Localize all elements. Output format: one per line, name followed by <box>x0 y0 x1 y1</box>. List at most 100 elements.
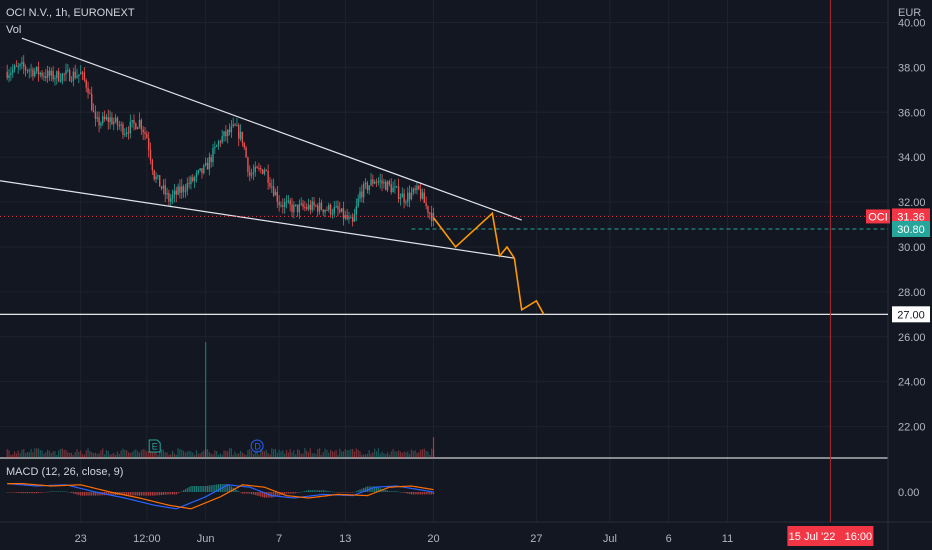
volume-bar <box>227 451 229 458</box>
candle-body <box>282 205 284 207</box>
volume-bar <box>21 449 23 458</box>
candle-body <box>271 186 273 188</box>
volume-bar <box>210 453 212 458</box>
volume-bar <box>357 449 359 458</box>
price-tick-label: 40.00 <box>898 17 926 29</box>
volume-spike <box>205 342 207 458</box>
volume-bar <box>184 452 187 458</box>
volume-bar <box>74 452 76 458</box>
trendline-upper[interactable] <box>21 37 522 221</box>
volume-bar <box>102 448 104 458</box>
trendlines[interactable] <box>0 37 522 259</box>
candle-body <box>74 71 76 78</box>
candle-body <box>78 74 80 76</box>
candle-body <box>98 117 100 126</box>
time-tick-label: 11 <box>722 533 733 545</box>
volume-bar <box>416 452 418 458</box>
volume-bar <box>43 453 45 458</box>
macd-histogram-bar <box>409 492 411 494</box>
macd-histogram-bar <box>140 492 142 496</box>
candle-body <box>243 142 245 148</box>
candle-body <box>177 186 179 195</box>
macd-histogram-bar <box>28 492 30 494</box>
macd-histogram-bar <box>328 491 330 492</box>
volume-bar <box>164 452 166 458</box>
volume-bar <box>348 450 350 458</box>
volume-legend[interactable]: Vol <box>6 24 21 36</box>
macd-histogram-bar <box>113 492 115 495</box>
candle-body <box>72 71 75 81</box>
macd-histogram-bar <box>256 492 258 496</box>
candle-body <box>179 186 181 193</box>
volume-bar <box>91 452 93 458</box>
candle-body <box>129 121 132 134</box>
macd-histogram-bar <box>289 492 291 494</box>
volume-bar <box>166 452 168 458</box>
volume-bar <box>173 453 176 458</box>
candle-body <box>170 198 172 202</box>
volume-bar <box>138 452 141 458</box>
time-tick-label: 12:00 <box>133 533 161 545</box>
candle-body <box>276 191 279 202</box>
candle-body <box>135 123 137 130</box>
macd-histogram-bar <box>342 492 345 493</box>
volume-bar <box>137 451 139 458</box>
symbol-legend[interactable]: OCI N.V., 1h, EURONEXT <box>6 7 135 19</box>
macd-histogram-bar <box>135 492 137 496</box>
price-tick-label: 36.00 <box>898 107 926 119</box>
volume-bar <box>85 450 87 458</box>
price-axis[interactable]: 40.00 38.00 36.00 34.00 32.00 30.00 28.00 26.00… <box>866 17 930 499</box>
candle-body <box>372 179 374 184</box>
macd-histogram-bar <box>298 492 300 493</box>
candle-body <box>260 168 262 170</box>
macd-histogram-bar <box>300 491 302 493</box>
macd-histogram-bar <box>361 488 363 492</box>
candle-body <box>390 184 392 193</box>
candle-body <box>403 193 405 203</box>
macd-histogram-bar <box>162 492 164 495</box>
volume-bar <box>333 451 335 458</box>
volume-bar <box>133 450 135 458</box>
macd-histogram-bar <box>151 492 153 496</box>
earnings-event-icon[interactable] <box>148 439 161 453</box>
candle-body <box>103 116 106 120</box>
candle-body <box>256 166 258 169</box>
macd-histogram-bar <box>47 491 49 493</box>
macd-histogram-bar <box>96 492 98 496</box>
candle-body <box>100 123 102 126</box>
volume-bar <box>260 448 262 458</box>
volume-bar <box>364 454 367 458</box>
trendline-lower[interactable] <box>0 180 515 259</box>
candle-body <box>23 62 25 67</box>
macd-histogram-bar <box>105 492 108 496</box>
volume-bar <box>70 452 73 458</box>
macd-histogram-bar <box>322 490 324 492</box>
volume-bar <box>12 454 14 458</box>
candle-body <box>285 201 288 203</box>
candle-body <box>43 76 45 78</box>
volume-bar <box>429 454 431 458</box>
volume-bar <box>423 448 425 458</box>
candle-body <box>114 117 117 122</box>
candle-body <box>318 202 321 212</box>
candle-body <box>291 204 293 213</box>
candle-body <box>166 193 168 195</box>
macd-histogram-bar <box>374 486 376 492</box>
macd-histogram-bar <box>311 490 313 492</box>
macd-histogram-bar <box>186 488 188 492</box>
volume-bar <box>175 454 177 458</box>
projection-line[interactable] <box>432 211 545 315</box>
macd-histogram-bar <box>333 492 335 493</box>
candle-body <box>67 70 69 72</box>
macd-histogram-bar <box>397 491 400 493</box>
dividend-event-icon[interactable] <box>250 439 264 453</box>
candle-body <box>401 193 403 198</box>
candle-body <box>118 125 120 127</box>
projection-path[interactable] <box>432 211 545 315</box>
macd-legend[interactable]: MACD (12, 26, close, 9) <box>6 466 123 478</box>
time-axis[interactable]: 23 12:00 Jun 7 13 20 27 Jul 6 11 15 Jul '22 16:00 <box>75 526 874 546</box>
macd-histogram-bar <box>421 492 424 495</box>
